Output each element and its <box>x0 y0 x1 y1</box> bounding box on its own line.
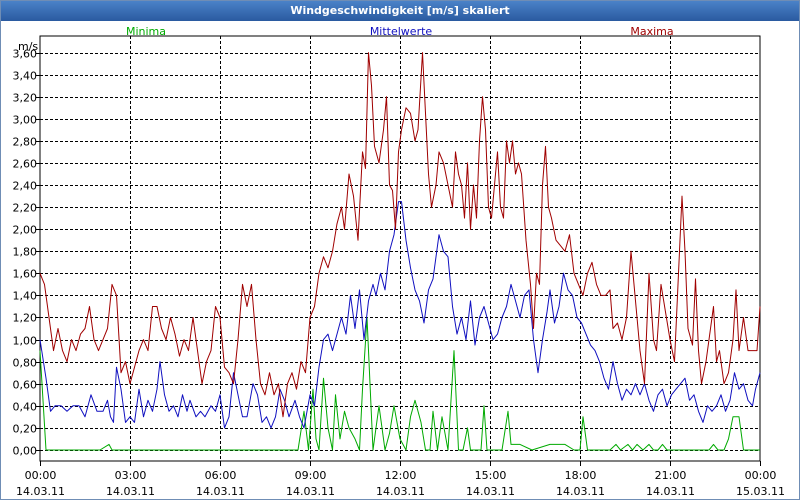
x-tick-time-label: 15:00 <box>475 469 507 482</box>
y-tick-label: 3,00 <box>13 114 38 127</box>
x-tick-time-label: 18:00 <box>565 469 597 482</box>
x-axis-labels: 00:00 14.03.11 03:00 14.03.11 06:00 14.03.11 0… <box>16 469 785 498</box>
x-tick-date-label: 14.03.11 <box>376 485 425 498</box>
y-tick-label: 0,40 <box>13 401 38 414</box>
x-tick-date-label: 14.03.11 <box>286 485 335 498</box>
legend-mittelwerte: Mittelwerte <box>370 25 433 38</box>
y-tick-label: 1,60 <box>13 268 38 281</box>
y-axis-unit: m/s <box>18 40 38 53</box>
y-tick-label: 2,80 <box>13 136 38 149</box>
y-tick-label: 1,80 <box>13 246 38 259</box>
series-line-mittelwerte <box>39 201 761 429</box>
legend-maxima: Maxima <box>630 25 673 38</box>
y-tick-label: 3,40 <box>13 70 38 83</box>
x-tick-time-label: 06:00 <box>205 469 237 482</box>
x-tick-time-label: 09:00 <box>295 469 327 482</box>
x-tick-date-label: 14.03.11 <box>556 485 605 498</box>
y-tick-label: 0,00 <box>13 445 38 458</box>
y-tick-label: 1,00 <box>13 335 38 348</box>
y-tick-label: 3,60 <box>13 48 38 61</box>
y-tick-label: 0,20 <box>13 423 38 436</box>
y-tick-label: 2,20 <box>13 202 38 215</box>
x-tick-date-label: 14.03.11 <box>106 485 155 498</box>
y-tick-label: 2,60 <box>13 158 38 171</box>
x-tick-date-label: 14.03.11 <box>196 485 245 498</box>
x-tick-time-label: 03:00 <box>115 469 147 482</box>
x-tick-date-label: 15.03.11 <box>736 485 785 498</box>
y-tick-label: 1,20 <box>13 312 38 325</box>
x-tick-date-label: 14.03.11 <box>466 485 515 498</box>
x-tick-time-label: 12:00 <box>385 469 417 482</box>
y-tick-label: 0,60 <box>13 379 38 392</box>
y-tick-label: 3,20 <box>13 92 38 105</box>
series-line-minima <box>39 317 760 451</box>
y-tick-label: 2,00 <box>13 224 38 237</box>
x-tick-time-label: 21:00 <box>655 469 687 482</box>
y-tick-label: 2,40 <box>13 180 38 193</box>
grid-lines <box>36 36 761 466</box>
x-tick-time-label: 00:00 <box>25 469 57 482</box>
window-title: Windgeschwindigkeit [m/s] skaliert <box>1 1 799 21</box>
series-lines <box>39 52 761 451</box>
legend-minima: Minima <box>126 25 166 38</box>
x-tick-date-label: 14.03.11 <box>646 485 695 498</box>
y-tick-label: 0,80 <box>13 357 38 370</box>
y-tick-label: 1,40 <box>13 290 38 303</box>
x-tick-date-label: 14.03.11 <box>16 485 65 498</box>
y-axis-labels: 0,00 0,20 0,40 0,60 0,80 1,00 1,20 1,40 1,60 1,80… <box>13 48 38 458</box>
x-tick-time-label: 00:00 <box>745 469 777 482</box>
series-line-maxima <box>39 52 761 418</box>
